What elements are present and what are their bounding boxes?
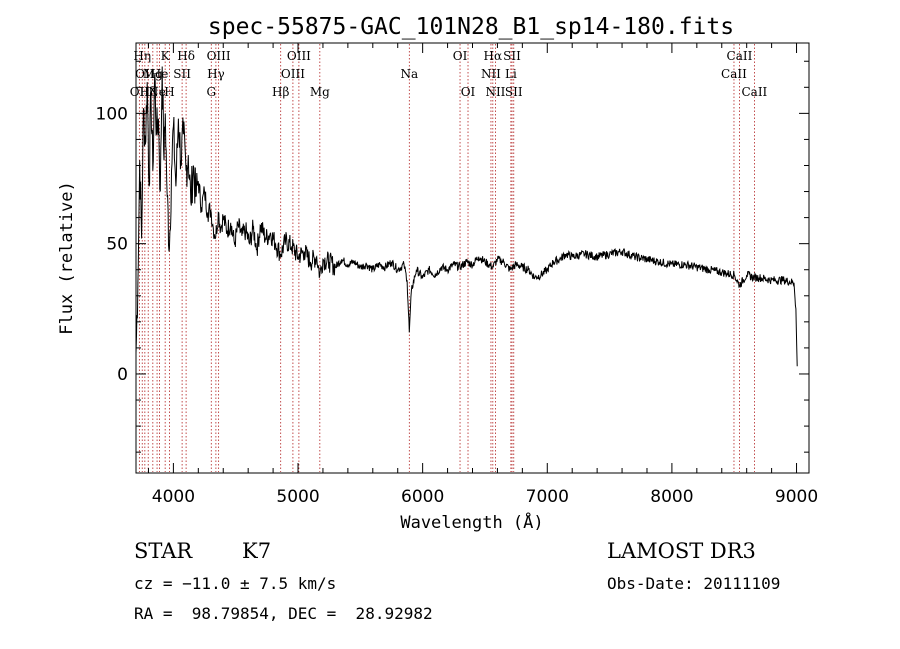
marker-label-8: H [164, 85, 174, 99]
marker-label-24: Li [505, 67, 517, 81]
observation-date: Obs-Date: 20111109 [607, 574, 781, 593]
plot-frame [135, 42, 810, 474]
marker-label-22: Hα [484, 49, 503, 63]
axis-ticks [136, 43, 809, 473]
x-tick-label-0: 4000 [152, 487, 195, 507]
x-axis-label: Wavelength (Å) [400, 511, 543, 533]
marker-label-28: CaII [727, 49, 753, 63]
marker-label-19: OI [453, 49, 468, 63]
redshift-text: cz = −11.0 ± 7.5 km/s [134, 574, 337, 593]
marker-label-13: OIII [207, 49, 231, 63]
line-markers [138, 44, 755, 472]
x-tick-label-4: 8000 [650, 487, 693, 507]
object-class: STAR [134, 539, 193, 563]
y-tick-label-1: 50 [106, 235, 128, 255]
y-tick-label-2: 100 [96, 104, 128, 124]
marker-label-12: Hγ [207, 67, 225, 81]
marker-label-6: He [151, 67, 169, 81]
marker-label-17: Mg [310, 85, 330, 99]
axis-tick-labels: 4000 5000 6000 7000 8000 9000 0 50 100 [96, 104, 819, 507]
marker-label-16: OIII [287, 49, 311, 63]
marker-label-11: G [206, 85, 216, 99]
x-tick-label-3: 7000 [526, 487, 569, 507]
y-tick-label-0: 0 [117, 365, 128, 385]
chart-title: spec-55875-GAC_101N28_B1_sp14-180.fits [208, 14, 734, 40]
marker-label-18: Na [400, 67, 418, 81]
y-axis-label: Flux (relative) [57, 181, 77, 335]
line-marker-labels: OIIHηOIIHζMgNeHeKHSIIHδGHγOIIIHβOIIIOIII… [130, 49, 768, 99]
x-tick-label-1: 5000 [276, 487, 319, 507]
marker-label-3: Hζ [140, 85, 157, 99]
marker-label-21: NII [481, 67, 501, 81]
marker-label-27: CaII [721, 67, 747, 81]
marker-label-23: NII [485, 85, 505, 99]
coordinates-text: RA = 98.79854, DEC = 28.92982 [134, 604, 433, 623]
marker-label-14: Hβ [272, 85, 289, 99]
marker-label-0: OII [130, 85, 150, 99]
spectral-subclass: K7 [242, 539, 272, 563]
marker-label-20: OI [461, 85, 476, 99]
marker-label-2: OII [135, 67, 155, 81]
marker-label-15: OIII [281, 67, 305, 81]
marker-label-1: Hη [133, 49, 151, 63]
marker-label-26: SII [505, 85, 523, 99]
marker-label-10: Hδ [177, 49, 195, 63]
marker-label-9: SII [173, 67, 191, 81]
survey-name: LAMOST DR3 [607, 539, 756, 563]
marker-label-25: SII [503, 49, 521, 63]
marker-label-4: Mg [143, 67, 163, 81]
marker-label-29: CaII [741, 85, 767, 99]
x-tick-label-2: 6000 [401, 487, 444, 507]
x-tick-label-5: 9000 [775, 487, 818, 507]
spectrum-line [135, 66, 798, 367]
marker-label-7: K [161, 49, 171, 63]
